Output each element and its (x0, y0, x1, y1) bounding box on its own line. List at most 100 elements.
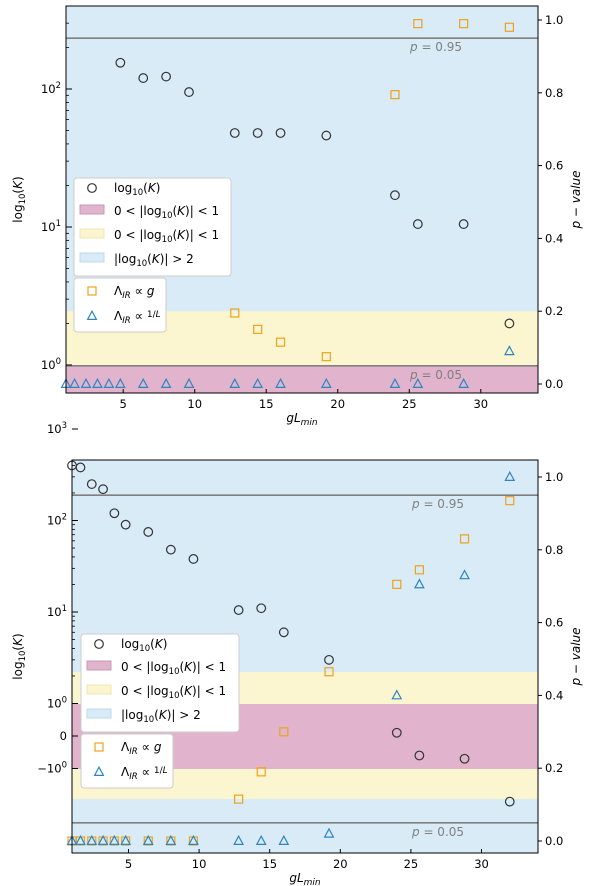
triangle-point (503, 345, 515, 356)
triangle-point (233, 834, 245, 846)
triangle-point (413, 578, 425, 589)
reference-label: p = 0.05 (411, 825, 464, 839)
legend-label: log10(K) (114, 181, 160, 198)
legend-box-markers: ΛIR ∝ g ΛIR ∝ 1/L (80, 733, 174, 789)
legend-frame (73, 277, 167, 333)
triangle-point (320, 377, 332, 388)
square-point (392, 579, 402, 589)
right-tick-label: 0.4 (545, 688, 563, 702)
right-tick-label: 0.2 (545, 304, 563, 318)
y-axis-label: log10(K) (11, 176, 28, 222)
circle-point (184, 87, 194, 97)
right-axis-label: p − value (569, 170, 583, 229)
y-tick-label: 101 (41, 219, 61, 234)
right-tick-label: 0.2 (545, 761, 563, 775)
triangle-point (183, 377, 195, 388)
triangle-point (160, 377, 172, 388)
band-pink (66, 365, 538, 393)
legend-label: ΛIR ∝ 1/L (114, 309, 161, 326)
triangle-point (142, 834, 154, 846)
x-tick-label: 25 (404, 857, 419, 871)
legend-label: 0 < |log10(K)| < 1 (114, 228, 219, 245)
x-tick-label: 20 (333, 857, 348, 871)
legend-frame (73, 177, 232, 277)
triangle-point (504, 470, 516, 481)
triangle-point (120, 834, 132, 846)
circle-point (256, 603, 267, 614)
circle-point (120, 519, 131, 530)
circle-point (278, 627, 289, 638)
x-axis-label: gLmin (286, 411, 318, 428)
circle-point (324, 654, 334, 665)
triangle-point (275, 377, 286, 388)
square-point (414, 565, 424, 575)
triangle-point (75, 834, 86, 846)
x-tick-label: 30 (473, 397, 488, 411)
plot-frame (65, 5, 539, 394)
circle-point (459, 753, 470, 764)
triangle-point (459, 569, 470, 580)
circle-point (75, 462, 86, 473)
reference-label: p = 0.95 (409, 40, 462, 54)
y-tick-label: 102 (47, 513, 67, 528)
legend-frame (80, 733, 174, 789)
legend-label: ΛIR ∝ g (114, 284, 155, 301)
y-tick-label: 100 (47, 696, 67, 711)
x-tick-label: 5 (120, 397, 127, 411)
square-point (279, 727, 289, 737)
legend-label: |log10(K)| > 2 (114, 252, 194, 269)
square-point (413, 19, 423, 29)
triangle-point (80, 377, 92, 388)
triangle-point (114, 377, 126, 388)
circle-point (252, 128, 263, 138)
right-tick-label: 0.8 (545, 543, 563, 557)
reference-label: p = 0.05 (409, 368, 462, 382)
square-point (230, 308, 240, 318)
triangle-point (391, 689, 403, 700)
triangle-point (255, 834, 267, 846)
legend-square-icon (87, 286, 97, 296)
square-point (234, 794, 244, 804)
legend-box-markers: ΛIR ∝ g ΛIR ∝ 1/L (73, 277, 167, 333)
y-tick-label: 101 (47, 604, 67, 619)
legend-blue-swatch (86, 708, 112, 719)
square-point (324, 667, 334, 677)
x-tick-label: 15 (262, 857, 277, 871)
triangle-point (278, 834, 290, 846)
legend-yellow-swatch (86, 684, 112, 695)
x-tick-label: 20 (330, 397, 345, 411)
circle-point (229, 128, 240, 138)
triangle-point (323, 827, 335, 838)
circle-point (233, 605, 244, 615)
right-tick-label: 0.0 (545, 834, 563, 848)
circle-point (391, 727, 402, 738)
legend-label: 0 < |log10(K)| < 1 (121, 684, 226, 701)
circle-point (321, 130, 332, 141)
legend-circle-icon (94, 639, 104, 649)
triangle-point (92, 377, 103, 388)
square-point (253, 324, 263, 334)
legend-blue-swatch (79, 252, 105, 263)
triangle-point (137, 377, 149, 388)
legend-frame (80, 633, 240, 733)
circle-point (98, 484, 108, 495)
legend-yellow-swatch (79, 228, 105, 239)
x-tick-label: 25 (402, 397, 417, 411)
chart-panel-1: p = 0.95 p = 0.05 5 10 15 20 25 30 0.0 0.2 0.4 0.6 0… (11, 5, 583, 428)
square-point (459, 534, 470, 544)
square-point (504, 22, 514, 32)
circle-point (86, 479, 97, 489)
triangle-point (97, 834, 109, 846)
legend-label: 0 < |log10(K)| < 1 (114, 204, 219, 221)
circle-point (138, 73, 149, 83)
square-point (275, 337, 286, 347)
square-point (505, 496, 515, 506)
x-tick-label: 10 (187, 397, 202, 411)
legend-triangle-icon (86, 309, 98, 320)
circle-point (390, 190, 400, 201)
legend-square-icon (94, 742, 104, 752)
legend-circle-icon (87, 183, 97, 193)
circle-point (161, 71, 172, 82)
chart-panel-2: p = 0.95 p = 0.05 5 10 15 20 25 30 0.0 0.2 0.4 0.6 0… (11, 421, 583, 886)
